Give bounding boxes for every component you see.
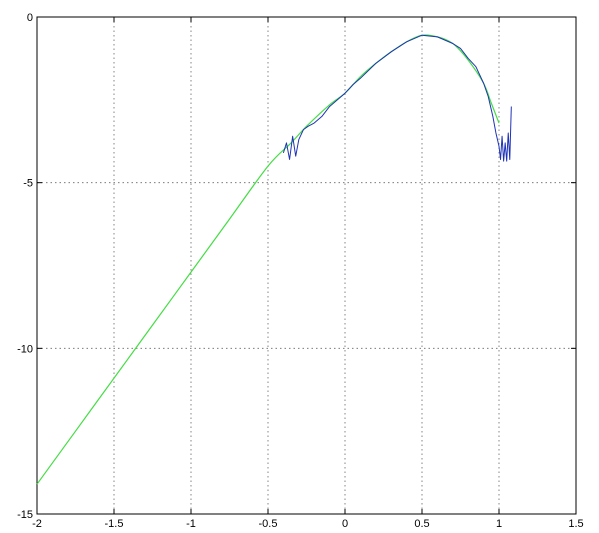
x-tick-label: 1 — [496, 518, 502, 530]
x-axis: -2 -1.5 -1 -0.5 0 0.5 1 1.5 — [32, 17, 584, 530]
y-tick-label: -5 — [23, 178, 33, 190]
plot-area-frame — [36, 16, 577, 515]
y-tick-label: -15 — [17, 509, 33, 521]
grid-lines — [37, 17, 576, 514]
series-line-2 — [282, 34, 512, 162]
y-tick-label: 0 — [27, 12, 33, 24]
data-series — [36, 34, 512, 485]
x-tick-label: -2 — [32, 518, 42, 530]
series-line-1 — [36, 34, 500, 485]
x-tick-label: 1.5 — [568, 518, 583, 530]
y-axis: -15 -10 -5 0 — [17, 12, 576, 521]
x-tick-label: 0.5 — [414, 518, 429, 530]
x-tick-label: -1 — [186, 518, 196, 530]
x-tick-label: -0.5 — [259, 518, 278, 530]
x-tick-label: -1.5 — [105, 518, 124, 530]
y-tick-label: -10 — [17, 343, 33, 355]
x-tick-label: 0 — [342, 518, 348, 530]
